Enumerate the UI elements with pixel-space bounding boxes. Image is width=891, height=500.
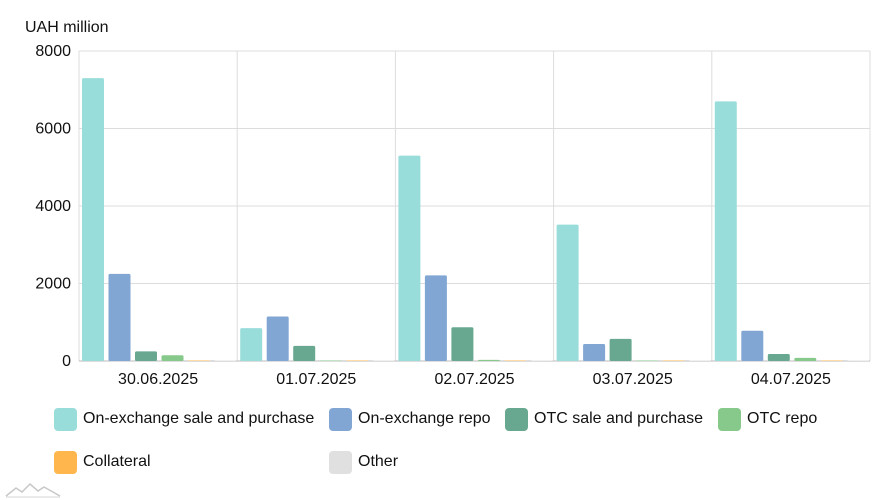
bar	[398, 155, 421, 361]
x-tick-label: 01.07.2025	[276, 371, 356, 388]
x-tick-label: 30.06.2025	[118, 371, 198, 388]
y-tick-label: 4000	[35, 198, 71, 215]
y-axis-unit-label: UAH million	[25, 19, 109, 36]
legend-swatch-icon	[718, 407, 741, 431]
legend-swatch-icon	[54, 450, 77, 474]
legend-label: OTC repo	[747, 410, 818, 427]
legend-label: Other	[358, 453, 399, 470]
bar	[372, 360, 395, 361]
bar	[714, 101, 737, 361]
x-tick-label: 04.07.2025	[751, 371, 831, 388]
legend-swatch-icon	[329, 450, 352, 474]
bar	[636, 360, 659, 361]
bar	[214, 360, 237, 361]
legend-label: On-exchange repo	[358, 410, 491, 427]
legend-item-otc-repo[interactable]: OTC repo	[718, 407, 817, 431]
bar	[847, 360, 870, 361]
legend-label: OTC sale and purchase	[534, 410, 703, 427]
legend-item-collateral[interactable]: Collateral	[54, 450, 151, 474]
bar	[609, 338, 632, 361]
mountain-logo-icon	[5, 482, 61, 498]
bar-chart: 0 2000 4000 6000 8000 UAH million 30.06.2025 01…	[25, 19, 871, 388]
bar	[424, 275, 447, 361]
legend-row-2: Collateral Other	[54, 450, 874, 493]
bar	[266, 316, 289, 361]
legend-swatch-icon	[505, 407, 528, 431]
bar	[820, 360, 843, 361]
bar	[161, 355, 184, 361]
bar	[767, 354, 790, 361]
bar	[556, 224, 579, 361]
bar	[108, 273, 131, 361]
legend-swatch-icon	[54, 407, 77, 431]
y-tick-label: 8000	[35, 43, 71, 60]
legend-label: Collateral	[83, 453, 151, 470]
bar	[451, 327, 474, 361]
x-tick-label: 03.07.2025	[593, 371, 673, 388]
bar	[741, 330, 764, 361]
bar	[477, 359, 500, 361]
legend-label: On-exchange sale and purchase	[83, 410, 315, 427]
bar	[319, 360, 342, 361]
x-tick-label: 02.07.2025	[434, 371, 514, 388]
legend-item-otc-sale-and-purchase[interactable]: OTC sale and purchase	[505, 407, 703, 431]
y-tick-label: 6000	[35, 121, 71, 138]
legend-item-other[interactable]: Other	[329, 450, 398, 474]
bar	[662, 360, 685, 361]
bar	[583, 343, 606, 361]
legend-row-1: On-exchange sale and purchase On-exchang…	[54, 407, 874, 450]
bar	[530, 360, 553, 361]
bar	[293, 345, 316, 361]
legend-item-on-exchange-sale-and-purchase[interactable]: On-exchange sale and purchase	[54, 407, 314, 431]
bar	[504, 360, 527, 361]
y-tick-label: 0	[62, 353, 71, 370]
bar	[346, 360, 369, 361]
bar	[188, 360, 210, 361]
legend-swatch-icon	[329, 407, 352, 431]
bar	[689, 360, 712, 361]
bar	[794, 357, 817, 361]
y-tick-label: 2000	[35, 276, 71, 293]
bar	[82, 78, 104, 361]
bar	[240, 328, 263, 361]
bar	[135, 351, 157, 361]
legend-item-on-exchange-repo[interactable]: On-exchange repo	[329, 407, 491, 431]
legend: On-exchange sale and purchase On-exchang…	[54, 407, 874, 493]
